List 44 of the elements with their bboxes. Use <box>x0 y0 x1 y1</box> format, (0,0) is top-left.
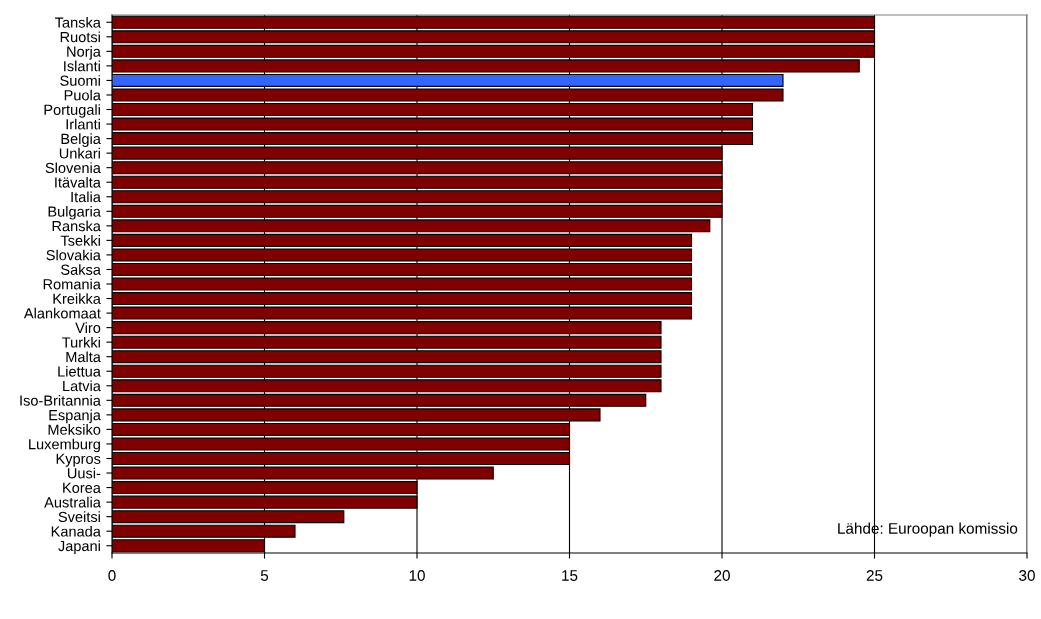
y-tick-label: Slovakia <box>46 249 101 261</box>
y-tick-label: Romania <box>43 278 101 290</box>
y-tick-label: Viro <box>75 322 101 334</box>
y-tick-label: Iso-Britannia <box>20 395 101 406</box>
y-tick-label: Kreikka <box>53 293 101 304</box>
x-tick-label: 5 <box>260 570 269 581</box>
y-tick-label: Latvia <box>63 380 101 392</box>
y-tick-label: Tsekki <box>60 235 100 246</box>
y-tick-label: Puola <box>64 89 101 101</box>
y-tick-label: Portugali <box>44 104 100 118</box>
y-tick-label: Uusi- <box>67 467 101 479</box>
y-tick-label: Islanti <box>64 60 100 72</box>
y-tick-label: Italia <box>71 191 101 203</box>
y-tick-label: Bulgaria <box>48 206 101 220</box>
y-tick-label: Meksiko <box>48 424 101 435</box>
y-tick-label: Australia <box>44 496 101 508</box>
x-tick-label: 30 <box>1019 570 1035 581</box>
y-tick-label: Norja <box>67 46 101 60</box>
y-tick-label: Saksa <box>61 264 101 275</box>
y-tick-label: Ruotsi <box>60 31 100 43</box>
y-tick-label: Belgia <box>61 133 101 147</box>
y-tick-label: Sveitsi <box>58 511 100 523</box>
y-tick-label: Japani <box>58 540 100 555</box>
y-tick-label: Tanska <box>55 16 101 28</box>
x-tick-label: 15 <box>562 570 578 581</box>
x-tick-label: 0 <box>108 570 116 581</box>
y-tick-label: Slovenia <box>45 162 101 174</box>
x-tick-label: 20 <box>714 570 730 581</box>
y-tick-label: Korea <box>63 482 101 493</box>
y-tick-label: Kypros <box>56 453 101 467</box>
y-tick-label: Alankomaat <box>23 307 101 319</box>
y-tick-label: Itävalta <box>55 176 101 188</box>
x-tick-label: 25 <box>866 570 883 581</box>
x-tick-label: 10 <box>409 570 425 581</box>
y-tick-label: Unkari <box>59 147 100 159</box>
y-tick-label: Irlanti <box>66 118 100 130</box>
y-tick-label: Luxemburg <box>29 438 100 453</box>
y-tick-label: Malta <box>66 351 101 363</box>
y-tick-label: Ranska <box>52 220 101 232</box>
y-tick-label: Liettua <box>58 365 101 377</box>
y-tick-label: Suomi <box>60 75 100 86</box>
y-tick-label: Turkki <box>62 336 100 348</box>
y-tick-label: Espanja <box>49 409 101 424</box>
y-tick-label: Kanada <box>51 525 101 537</box>
